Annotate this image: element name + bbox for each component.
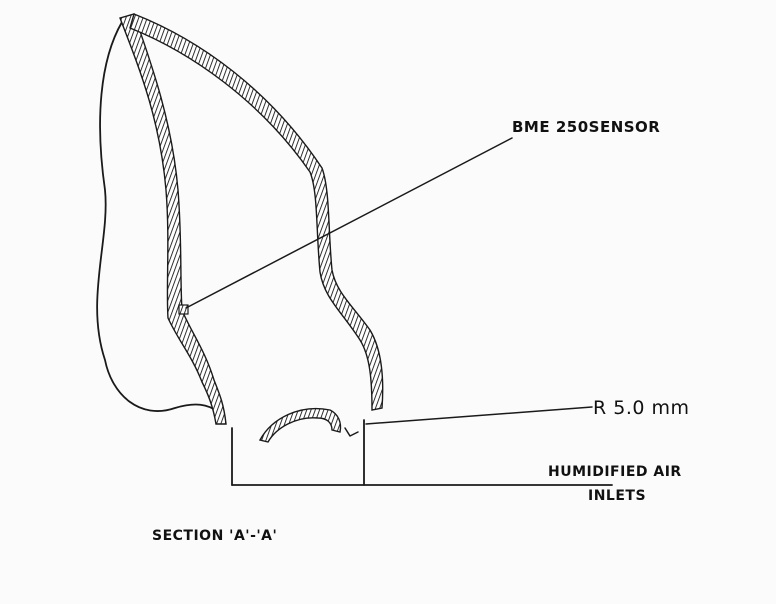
inlets-label: INLETS (588, 488, 646, 504)
hatched-inlet-arc (258, 408, 342, 443)
hatched-wall-right (129, 13, 384, 411)
radius-leader-line (365, 406, 593, 425)
hatched-wall-left (119, 13, 227, 425)
outer-body-outline (96, 21, 219, 413)
sensor-marker (178, 304, 189, 315)
humidified-air-label: HUMIDIFIED AIR (548, 464, 682, 480)
radius-label: R 5.0 mm (593, 397, 690, 419)
sensor-leader-line (185, 137, 513, 309)
radius-notch (344, 427, 359, 437)
sensor-label: BME 250SENSOR (512, 118, 660, 136)
section-label: SECTION 'A'-'A' (152, 528, 277, 544)
